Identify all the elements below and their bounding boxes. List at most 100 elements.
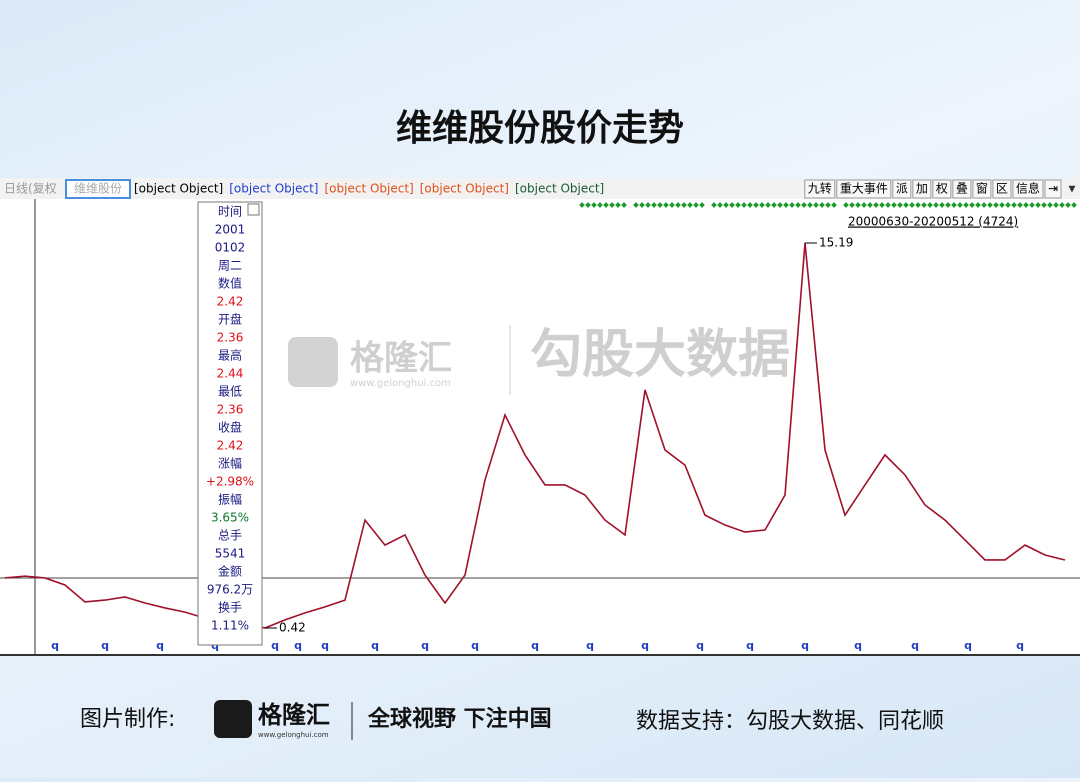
event-dot — [1023, 202, 1029, 208]
event-dot — [639, 202, 645, 208]
tooltip-row: 时间 — [218, 205, 242, 219]
event-dot — [975, 202, 981, 208]
event-dot — [1053, 202, 1059, 208]
toolbar-button[interactable] — [1012, 179, 1044, 199]
toolbar-button-label: 区 — [996, 182, 1008, 196]
toolbar-button-label: 加 — [916, 182, 928, 196]
event-dot — [723, 202, 729, 208]
event-dot — [1047, 202, 1053, 208]
event-dot — [669, 202, 675, 208]
event-dot — [933, 202, 939, 208]
watermark: 格隆汇 www.gelonghui.com 勾股大数据 — [288, 325, 790, 395]
stock-input[interactable] — [65, 179, 131, 199]
chart-window — [0, 178, 1080, 656]
tooltip-row: 5541 — [215, 547, 246, 561]
event-dot — [897, 202, 903, 208]
event-dot — [603, 202, 609, 208]
event-dot — [771, 202, 777, 208]
watermark-logo — [288, 337, 338, 387]
event-marker: q — [271, 639, 279, 652]
event-dot — [849, 202, 855, 208]
event-dot — [777, 202, 783, 208]
toolbar-button-label: 窗 — [976, 182, 988, 196]
event-dot — [651, 202, 657, 208]
footer-made-by: 图片制作: — [80, 707, 175, 732]
event-marker: q — [911, 639, 919, 652]
event-dot — [885, 202, 891, 208]
tooltip-close[interactable] — [247, 203, 260, 216]
tooltip-row: 总手 — [218, 529, 242, 543]
event-dot — [735, 202, 741, 208]
toolbar-button[interactable] — [932, 179, 952, 199]
tooltip-row: 周二 — [218, 259, 242, 273]
event-dot — [729, 202, 735, 208]
event-dot — [999, 202, 1005, 208]
footer-url: www.gelonghui.com — [258, 731, 329, 739]
event-dot — [765, 202, 771, 208]
tooltip-row: 1.11% — [211, 619, 249, 633]
event-dot — [699, 202, 705, 208]
tooltip-row: 最低 — [218, 385, 242, 399]
tooltip-row: 2001 — [215, 223, 246, 237]
event-dot — [873, 202, 879, 208]
event-dot — [1065, 202, 1071, 208]
event-dot — [867, 202, 873, 208]
event-marker: q — [101, 639, 109, 652]
toolbar-button[interactable] — [892, 179, 912, 199]
toolbar-button[interactable] — [804, 179, 836, 199]
event-dot — [927, 202, 933, 208]
watermark-text: 勾股大数据 — [530, 325, 790, 385]
toolbar-button[interactable] — [836, 179, 892, 199]
event-dot — [807, 202, 813, 208]
tooltip-row: 开盘 — [218, 312, 242, 327]
event-dot — [759, 202, 765, 208]
event-dot — [813, 202, 819, 208]
event-dot — [945, 202, 951, 208]
toolbar-button[interactable] — [992, 179, 1012, 199]
footer-logo — [214, 700, 252, 738]
toolbar-button-label: 派 — [896, 182, 908, 196]
event-dot — [1035, 202, 1041, 208]
event-dot — [951, 202, 957, 208]
tooltip-row: 3.65% — [211, 511, 249, 525]
event-dot — [591, 202, 597, 208]
event-dot — [657, 202, 663, 208]
toolbar-button-label: 重大事件 — [840, 182, 888, 196]
event-dot — [1005, 202, 1011, 208]
event-dot — [969, 202, 975, 208]
tooltip-row: 2.44 — [217, 367, 244, 381]
event-marker: q — [696, 639, 704, 652]
footer-source: 数据支持：勾股大数据、同花顺 — [636, 709, 944, 734]
tooltip-box — [197, 201, 263, 646]
event-dot — [789, 202, 795, 208]
event-dot — [693, 202, 699, 208]
toolbar-button[interactable] — [912, 179, 932, 199]
tooltip-row: 涨幅 — [218, 456, 242, 471]
event-marker: q — [801, 639, 809, 652]
event-marker: q — [964, 639, 972, 652]
tooltip-row: 2.42 — [217, 295, 244, 309]
watermark-brand: 格隆汇 — [350, 339, 452, 379]
ma-label: [object Object] — [515, 182, 604, 196]
footer-slogan: 全球视野 下注中国 — [367, 706, 552, 732]
event-marker: q — [421, 639, 429, 652]
event-dot — [843, 202, 849, 208]
toolbar-button[interactable] — [1044, 179, 1062, 199]
event-dot — [987, 202, 993, 208]
event-dot — [957, 202, 963, 208]
event-dot — [663, 202, 669, 208]
event-dot — [711, 202, 717, 208]
footer-brand: 格隆汇 — [258, 701, 330, 729]
tooltip-row: 976.2万 — [207, 583, 253, 597]
toolbar-button[interactable] — [952, 179, 972, 199]
tooltip-row: 最高 — [218, 348, 242, 363]
tooltip-row: 金额 — [218, 564, 242, 579]
tooltip-row: 振幅 — [218, 492, 242, 507]
event-marker: q — [746, 639, 754, 652]
toolbar-button[interactable] — [972, 179, 992, 199]
tooltip-row: 0102 — [215, 241, 246, 255]
toolbar-button-label: 权 — [936, 182, 948, 196]
event-dot — [819, 202, 825, 208]
event-marker: q — [854, 639, 862, 652]
event-dot — [717, 202, 723, 208]
